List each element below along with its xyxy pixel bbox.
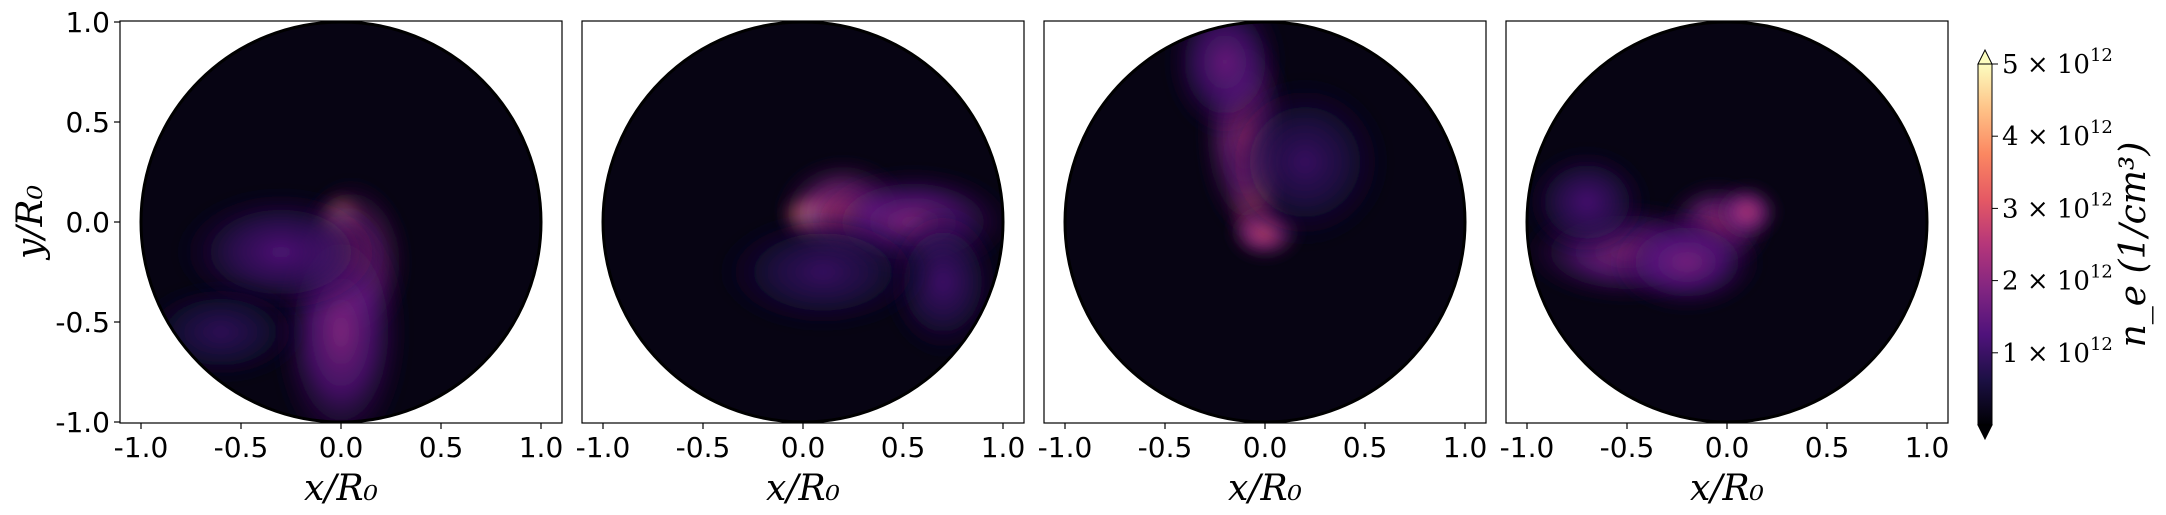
x-tick-label: 0.5	[1805, 431, 1850, 464]
x-tick-label: 0.0	[319, 431, 364, 464]
density-blob	[713, 210, 933, 334]
colorbar-label: n_e (1/cm³)	[2113, 142, 2154, 348]
panel-3: -1.0 -0.5 0.0 0.5 1.0 x/R₀	[1038, 20, 1488, 509]
x-axis-label: x/R₀	[1228, 468, 1302, 509]
x-tick-label: 1.0	[1443, 431, 1488, 464]
y-tick-label: -1.0	[55, 406, 110, 439]
panel-1: -1.0 -0.5 0.0 0.5 1.0 x/R₀ 1.0 0.5 0.0 -0.5 -1.0	[55, 6, 563, 509]
colorbar: 1 × 1012 2 × 1012 3 × 1012 4 × 1012 5 × 1012…	[1977, 45, 2154, 441]
density-field	[1527, 144, 1783, 315]
colorbar-gradient	[1977, 63, 1993, 426]
density-field	[713, 154, 1003, 362]
disc-edge	[139, 20, 543, 424]
density-blob	[1711, 181, 1783, 243]
x-axis-label: x/R₀	[766, 468, 840, 509]
x-tick-label: -1.0	[1500, 431, 1555, 464]
x-axis-label: x/R₀	[1690, 468, 1764, 509]
x-tick-label: -1.0	[1038, 431, 1093, 464]
y-tick-label: 0.0	[65, 206, 110, 239]
x-tick-label: -0.5	[1138, 431, 1193, 464]
y-axis-label-group: y/R₀	[10, 185, 51, 261]
colorbar-extend-min	[1977, 424, 1993, 441]
x-tick-label: 0.5	[1343, 431, 1388, 464]
disc-edge	[1063, 20, 1467, 424]
x-tick-label: 1.0	[519, 431, 564, 464]
x-tick-label: -1.0	[114, 431, 169, 464]
x-tick-label: 0.5	[419, 431, 464, 464]
disc-edge	[1525, 20, 1929, 424]
y-tick-label: 0.5	[65, 106, 110, 139]
x-tick-label: 0.0	[781, 431, 826, 464]
x-tick-label: -0.5	[676, 431, 731, 464]
x-tick-label: 1.0	[1905, 431, 1950, 464]
colorbar-tick-label: 2 × 1012	[2002, 262, 2113, 297]
y-tick-label: -0.5	[55, 306, 110, 339]
colorbar-tick-label: 3 × 1012	[2002, 189, 2113, 224]
y-tick-label: 1.0	[65, 6, 110, 39]
x-tick-label: -1.0	[576, 431, 631, 464]
panel-4: -1.0 -0.5 0.0 0.5 1.0 x/R₀	[1500, 20, 1950, 509]
x-tick-label: 0.0	[1705, 431, 1750, 464]
panels: -1.0 -0.5 0.0 0.5 1.0x/R₀1.00.50.0-0.5-1.0-1…	[55, 6, 1950, 509]
x-tick-label: 0.5	[881, 431, 926, 464]
colorbar-tick-label: 5 × 1012	[2002, 45, 2113, 80]
x-tick-label: -0.5	[1600, 431, 1655, 464]
colorbar-tick-label: 4 × 1012	[2002, 117, 2113, 152]
density-blob	[1527, 144, 1653, 260]
density-blob	[1217, 74, 1393, 250]
x-tick-label: 1.0	[981, 431, 1026, 464]
y-axis-label: y/R₀	[10, 185, 51, 261]
panel-2: -1.0 -0.5 0.0 0.5 1.0 x/R₀	[576, 20, 1026, 509]
x-axis-label: x/R₀	[304, 468, 378, 509]
colorbar-extend-max	[1977, 48, 1993, 65]
disc-edge	[601, 20, 1005, 424]
colorbar-tick-label: 1 × 1012	[2002, 334, 2113, 369]
x-tick-label: 0.0	[1243, 431, 1288, 464]
x-tick-label: -0.5	[214, 431, 269, 464]
